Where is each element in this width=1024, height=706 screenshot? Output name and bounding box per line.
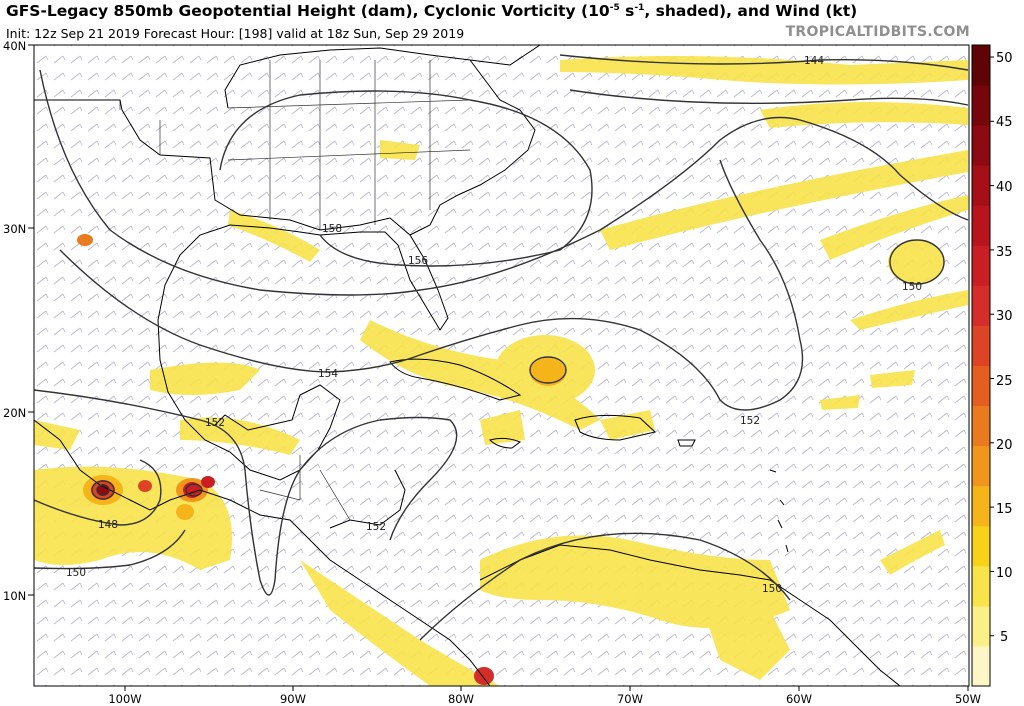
vorticity-shading — [34, 56, 968, 686]
colorbar-tick: 20 — [996, 438, 1013, 453]
colorbar-swatch — [972, 205, 990, 246]
brand-watermark: TROPICALTIDBITS.COM — [785, 24, 970, 40]
colorbar-swatch — [972, 645, 990, 687]
latitude-axis: 40N 30N 20N 10N — [3, 39, 34, 603]
longitude-axis: 100W 90W 80W 70W 60W 50W — [108, 686, 981, 706]
contour-label: 150 — [762, 583, 782, 595]
colorbar-tick: 30 — [996, 309, 1013, 324]
shade-band — [380, 140, 420, 160]
shade-band — [180, 417, 300, 455]
contour-label: 148 — [98, 519, 118, 531]
colorbar-swatch — [972, 445, 990, 487]
contour-label: 152 — [366, 521, 386, 533]
colorbar-swatch — [972, 605, 990, 647]
colorbar-tick: 50 — [996, 51, 1013, 66]
map-subtitle: Init: 12z Sep 21 2019 Forecast Hour: [19… — [6, 26, 465, 41]
lon-label: 70W — [617, 692, 643, 706]
shade-band — [228, 210, 320, 262]
colorbar-swatch — [972, 565, 990, 607]
shade-band — [480, 410, 525, 445]
contour-line — [889, 239, 945, 285]
shade-band — [820, 195, 968, 260]
colorbar-swatch — [972, 45, 990, 86]
colorbar-labels: 50 45 40 35 30 25 20 15 10 5 — [996, 51, 1013, 645]
colorbar-swatch — [972, 525, 990, 567]
lat-label: 40N — [3, 39, 26, 53]
vorticity-cores — [77, 234, 566, 685]
contour-line — [559, 54, 969, 71]
contour-line — [185, 483, 203, 497]
lat-label: 10N — [3, 589, 26, 603]
shade-band — [600, 150, 968, 250]
colorbar-swatch — [972, 125, 990, 166]
colorbar-tick: 35 — [996, 245, 1013, 260]
contour-line — [34, 529, 186, 570]
colorbar-tick: 25 — [996, 374, 1013, 389]
contour-label: 158 — [322, 223, 342, 235]
colorbar-swatch — [972, 485, 990, 527]
colorbar-swatch — [972, 245, 990, 286]
colorbar-tick: 15 — [996, 502, 1013, 517]
colorbar-tick: 10 — [996, 566, 1013, 581]
colorbar-tick: 40 — [996, 180, 1013, 195]
lat-label: 30N — [3, 222, 26, 236]
contour-line — [96, 484, 110, 496]
contour-line — [34, 459, 162, 526]
shade-band — [760, 101, 968, 128]
colorbar-swatch — [972, 85, 990, 126]
contour-labels: 144 158 156 154 152 152 152 150 150 148 … — [66, 55, 922, 595]
shade-band — [360, 320, 600, 430]
lon-label: 90W — [280, 692, 306, 706]
contour-line — [59, 159, 804, 411]
colorbar-swatch — [972, 285, 990, 326]
shade-band — [870, 370, 915, 388]
lon-label: 60W — [786, 692, 812, 706]
contour-line — [39, 69, 969, 296]
colorbar-swatch — [972, 405, 990, 447]
colorbar-swatch — [972, 165, 990, 206]
colorbar-swatch — [972, 325, 990, 366]
lon-label: 50W — [955, 692, 981, 706]
shade-band — [300, 560, 500, 686]
contour-line — [419, 532, 791, 641]
colorbar-frame — [971, 44, 991, 687]
contour-line — [529, 356, 567, 384]
contour-label: 156 — [408, 255, 428, 267]
height-contours — [34, 54, 969, 641]
contour-line — [34, 389, 458, 596]
plot-frame — [33, 44, 970, 687]
shade-band — [820, 395, 860, 410]
shade-band — [600, 410, 655, 440]
contour-label: 150 — [902, 281, 922, 293]
lon-label: 80W — [448, 692, 474, 706]
lat-label: 20N — [3, 406, 26, 420]
contour-label: 152 — [205, 417, 225, 429]
shade-band — [150, 362, 260, 395]
state-borders — [119, 60, 471, 521]
contour-line — [569, 89, 969, 106]
shade-band — [850, 290, 968, 330]
map-title: GFS-Legacy 850mb Geopotential Height (da… — [6, 2, 858, 20]
shade-band — [700, 590, 790, 680]
colorbar-tick: 5 — [1000, 630, 1008, 645]
colorbar-swatch — [972, 365, 990, 407]
contour-label: 144 — [804, 55, 824, 67]
shade-band — [34, 420, 80, 450]
lon-label: 100W — [108, 692, 141, 706]
colorbar-tick: 45 — [996, 115, 1013, 130]
contour-line — [219, 90, 593, 267]
shade-blob — [888, 240, 944, 284]
contour-label: 150 — [66, 567, 86, 579]
shade-band — [880, 530, 945, 575]
contour-line — [91, 480, 115, 500]
colorbar — [971, 44, 994, 687]
contour-label: 154 — [318, 368, 338, 380]
contour-label: 152 — [740, 415, 760, 427]
